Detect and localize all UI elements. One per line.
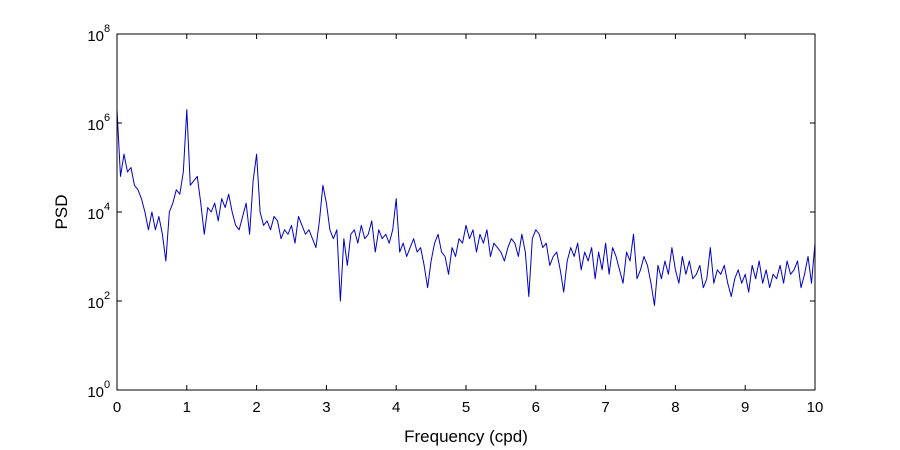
x-tick-label: 0 [113, 399, 121, 416]
x-tick-label: 2 [252, 399, 260, 416]
y-tick-exponent: 0 [104, 379, 110, 391]
x-tick-label: 7 [601, 399, 609, 416]
y-tick-label: 10 [87, 206, 104, 223]
y-tick-label: 10 [87, 295, 104, 312]
x-tick-label: 10 [807, 399, 824, 416]
x-tick-label: 5 [462, 399, 470, 416]
x-tick-label: 3 [322, 399, 330, 416]
x-tick-label: 4 [392, 399, 400, 416]
y-tick-exponent: 6 [104, 112, 110, 124]
x-tick-label: 6 [532, 399, 540, 416]
plot-area [117, 34, 815, 390]
series-layer [116, 109, 816, 306]
y-tick-label: 10 [87, 117, 104, 134]
x-tick-label: 1 [183, 399, 191, 416]
x-tick-label: 9 [741, 399, 749, 416]
x-axis-label: Frequency (cpd) [404, 427, 528, 446]
y-axis-label: PSD [52, 195, 71, 230]
y-tick-exponent: 8 [104, 23, 110, 35]
y-tick-exponent: 4 [104, 201, 110, 213]
psd-series-line [116, 109, 816, 306]
y-tick-exponent: 2 [104, 290, 110, 302]
x-ticks: 0 1 2 3 4 5 6 7 8 9 10 [113, 34, 824, 416]
y-tick-label: 10 [87, 28, 104, 45]
y-tick-label: 10 [87, 384, 104, 401]
x-tick-label: 8 [671, 399, 679, 416]
